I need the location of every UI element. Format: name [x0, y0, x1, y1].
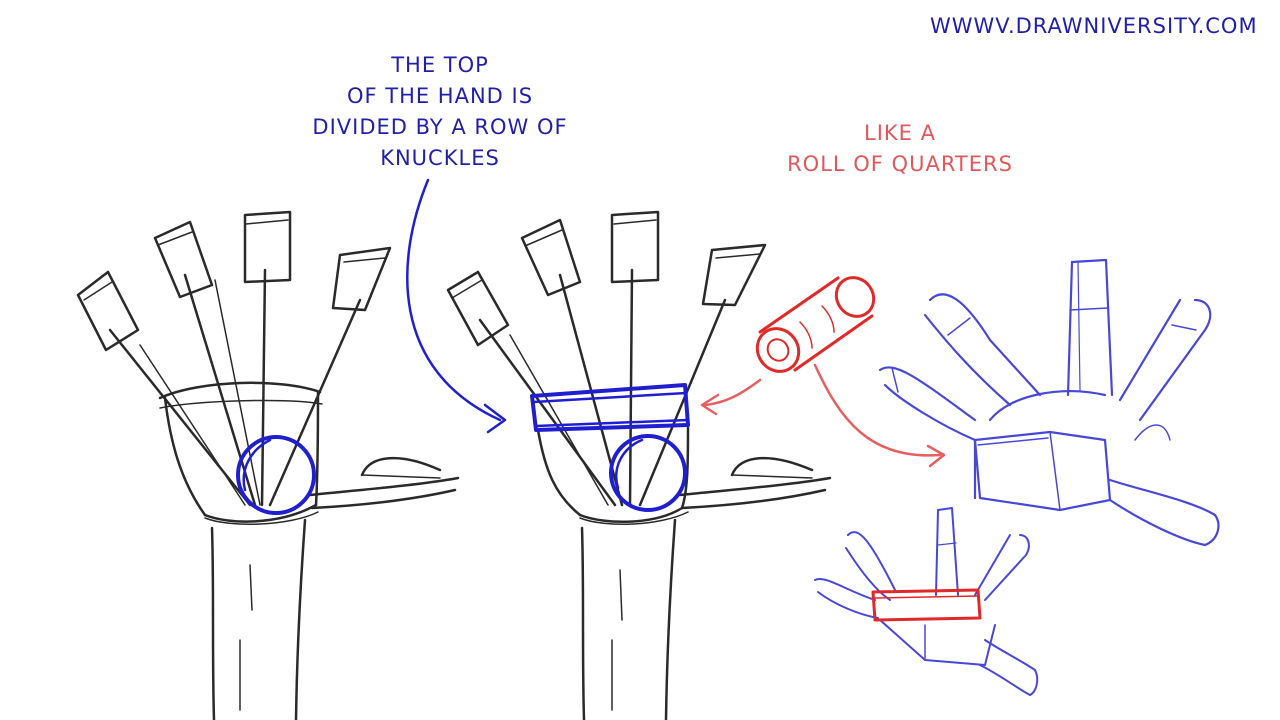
arrow-roll-to-hand	[813, 363, 946, 468]
annotation-line: THE TOP	[391, 53, 489, 77]
annotation-top-of-hand: THE TOP OF THE HAND IS DIVIDED BY A ROW …	[270, 50, 610, 174]
annotation-line: DIVIDED BY A ROW OF	[312, 115, 568, 139]
annotation-line: LIKE A	[864, 121, 936, 145]
annotation-line: ROLL OF QUARTERS	[787, 152, 1013, 176]
annotation-line: OF THE HAND IS	[346, 84, 534, 108]
knuckle-band-red-small	[871, 588, 982, 622]
hand-sketch-left	[76, 210, 460, 720]
roll-of-quarters	[755, 276, 876, 373]
palm-circle-middle	[609, 434, 687, 512]
arrow-note-to-knuckles	[406, 178, 507, 434]
annotation-roll-of-quarters: LIKE A ROLL OF QUARTERS	[760, 118, 1040, 180]
knuckle-band-blue	[530, 383, 690, 432]
annotation-line: KNUCKLES	[380, 146, 500, 170]
palm-circle-left	[236, 435, 316, 515]
hand-sketch-blue-small	[814, 507, 1039, 696]
hand-sketch-middle	[446, 210, 832, 720]
arrow-roll-to-knuckles	[700, 378, 762, 416]
website-url: WWWV.DRAWNIVERSITY.COM	[930, 14, 1258, 38]
hand-sketch-blue-large	[878, 258, 1220, 547]
